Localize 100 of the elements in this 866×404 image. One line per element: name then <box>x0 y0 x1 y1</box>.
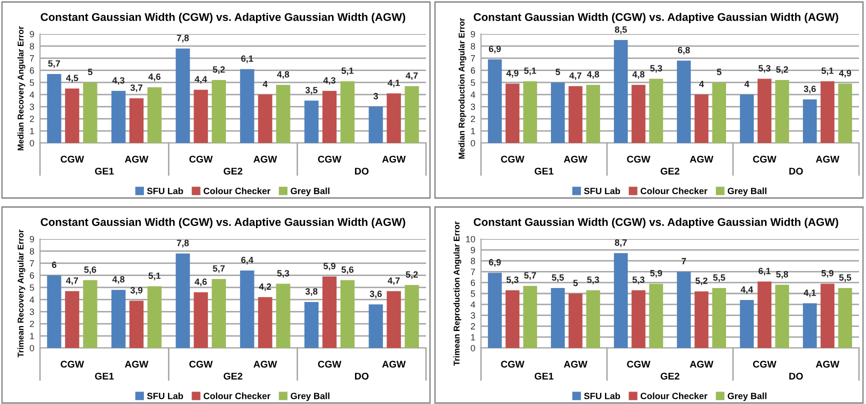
data-label: 5,9 <box>324 262 336 271</box>
chart-title: Constant Gaussian Width (CGW) vs. Adaptive Gaussian Width (AGW) <box>474 12 838 24</box>
y-tick-label: 7 <box>30 55 34 62</box>
bar <box>240 69 254 143</box>
legend-label: Grey Ball <box>728 188 766 196</box>
bar <box>614 40 628 143</box>
y-tick-label: 0 <box>30 140 34 146</box>
data-label: 5,3 <box>632 276 644 284</box>
x-tick-label: AGW <box>382 156 406 163</box>
data-label: 5,3 <box>506 276 518 284</box>
bar <box>740 94 754 143</box>
x-tick-label: CGW <box>753 360 776 368</box>
y-tick-label: 8 <box>30 43 34 50</box>
data-label: 4,3 <box>112 77 124 85</box>
y-tick-label: 4 <box>470 301 476 308</box>
bar <box>147 286 162 348</box>
x-tick-label: AGW <box>564 360 588 368</box>
legend-label: Grey Ball <box>728 392 766 401</box>
y-tick-label: 6 <box>30 272 34 279</box>
data-label: 4,6 <box>194 278 207 286</box>
data-label: 7 <box>682 258 686 264</box>
data-label: 5 <box>556 68 560 76</box>
data-label: 5,3 <box>758 65 770 73</box>
x-tick-label: AGW <box>564 156 588 163</box>
y-tick-label: 2 <box>470 323 475 330</box>
data-label: 6,1 <box>241 55 254 64</box>
legend-label: Colour Checker <box>640 392 708 400</box>
text: DO <box>355 168 369 175</box>
bar <box>212 278 226 348</box>
bar <box>838 84 852 143</box>
y-tick-label: 6 <box>470 280 476 286</box>
y-tick-label: 5 <box>470 80 476 86</box>
bar <box>758 78 772 143</box>
x-tick-label: AGW <box>690 360 714 368</box>
data-label: 5,5 <box>552 274 564 282</box>
y-tick-label: 3 <box>30 308 34 316</box>
bar <box>694 291 708 348</box>
bar <box>838 288 852 348</box>
data-label: 5,6 <box>342 266 354 274</box>
bar <box>632 290 646 348</box>
bar <box>322 90 337 143</box>
text: DO <box>789 168 803 175</box>
bar <box>614 253 628 348</box>
data-label: 5,1 <box>342 68 354 76</box>
bar <box>694 94 708 143</box>
x-tick-label: AGW <box>382 360 406 368</box>
data-label: 5,1 <box>148 272 161 280</box>
bar <box>820 284 834 348</box>
bar <box>758 282 772 348</box>
x-tick-label: AGW <box>254 156 278 163</box>
y-tick-label: 10 <box>466 236 476 242</box>
bar <box>368 304 383 348</box>
y-tick-label: 6 <box>30 67 34 74</box>
bar <box>568 86 582 143</box>
bar <box>194 90 208 143</box>
text: GE1 <box>95 168 114 175</box>
legend-label: Colour Checker <box>640 188 708 194</box>
bar <box>47 275 62 348</box>
data-label: 8,5 <box>614 26 627 34</box>
data-label: 6,1 <box>758 268 771 276</box>
data-label: 4 <box>744 80 750 88</box>
x-tick-label: CGW <box>189 156 213 163</box>
bar <box>83 82 98 143</box>
bar <box>712 82 726 143</box>
chart-title: Constant Gaussian Width (CGW) vs. Adaptive Gaussian Width (AGW) <box>40 12 406 24</box>
legend-label: SFU Lab <box>584 392 620 400</box>
data-label: 4 <box>262 80 268 88</box>
text: GE2 <box>660 168 680 175</box>
bar <box>820 81 834 143</box>
data-label: 5,7 <box>212 265 225 273</box>
bar <box>404 86 419 143</box>
legend-label: Colour Checker <box>204 188 270 194</box>
data-label: 4,5 <box>66 74 78 82</box>
y-tick-label: 0 <box>470 344 476 352</box>
bar <box>111 290 126 348</box>
data-label: 4,4 <box>740 286 754 294</box>
bar <box>712 288 726 348</box>
data-label: 3,7 <box>130 84 142 92</box>
bar <box>550 288 565 348</box>
y-tick-label: 4 <box>30 296 34 303</box>
data-label: 4,7 <box>569 72 582 80</box>
data-label: 5,5 <box>839 274 852 282</box>
text: GE1 <box>534 168 554 175</box>
y-tick-label: 5 <box>470 290 476 297</box>
bar <box>65 88 80 143</box>
data-label: 4,1 <box>804 290 816 298</box>
data-label: 4,7 <box>406 72 418 80</box>
data-label: 6,9 <box>488 46 501 54</box>
legend-label: SFU Lab <box>147 188 184 194</box>
data-label: 3,6 <box>804 86 816 94</box>
y-tick-label: 2 <box>30 320 34 328</box>
bar <box>194 292 208 348</box>
legend-label: Colour Checker <box>204 392 270 400</box>
x-tick-label: CGW <box>318 360 342 368</box>
y-tick-label: 2 <box>30 116 34 122</box>
data-label: 5,9 <box>822 270 834 278</box>
x-tick-label: CGW <box>501 360 524 368</box>
data-label: 5,3 <box>650 65 662 73</box>
data-label: 5 <box>573 280 578 286</box>
data-label: 4,9 <box>506 70 518 78</box>
